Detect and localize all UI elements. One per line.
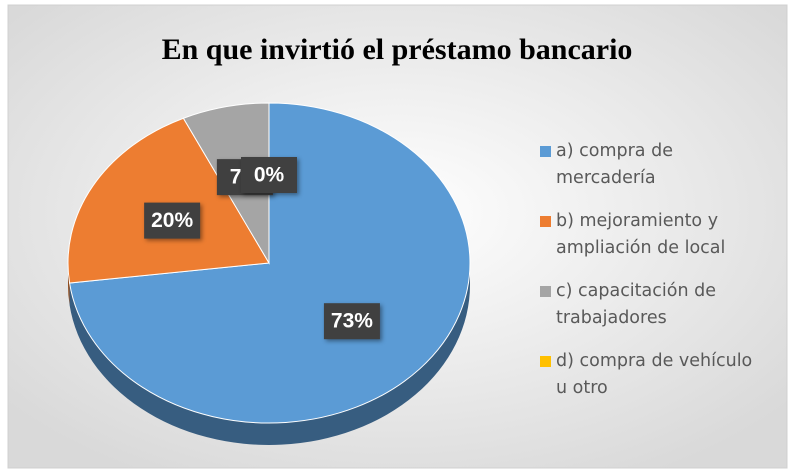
legend: a) compra de mercadería b) mejoramiento y… <box>540 138 765 418</box>
legend-label: c) capacitación de trabajadores <box>556 281 716 328</box>
legend-entry: a) compra de mercadería <box>540 138 765 208</box>
legend-entry: c) capacitación de trabajadores <box>540 278 765 348</box>
value-label: 20% <box>151 209 193 232</box>
legend-label: d) compra de vehículo u otro <box>556 351 753 398</box>
legend-label: a) compra de mercadería <box>556 141 673 188</box>
legend-entry: b) mejoramiento y ampliación de local <box>540 208 765 278</box>
legend-swatch <box>540 356 551 367</box>
value-label-box <box>144 202 201 239</box>
chart-title: En que invirtió el préstamo bancario <box>162 33 633 66</box>
legend-swatch <box>540 216 551 227</box>
legend-entry: d) compra de vehículo u otro <box>540 348 765 418</box>
value-label-box <box>323 303 380 340</box>
legend-swatch <box>540 286 551 297</box>
value-labels: 73%20%7%0% <box>144 157 380 340</box>
legend-swatch <box>540 146 551 157</box>
pie-slice <box>67 117 270 284</box>
value-label: 73% <box>331 310 373 333</box>
value-label: 0% <box>254 164 285 187</box>
value-label-box <box>241 157 297 193</box>
pie <box>67 102 471 445</box>
legend-label: b) mejoramiento y ampliación de local <box>556 211 726 258</box>
pie-slice <box>69 102 471 424</box>
